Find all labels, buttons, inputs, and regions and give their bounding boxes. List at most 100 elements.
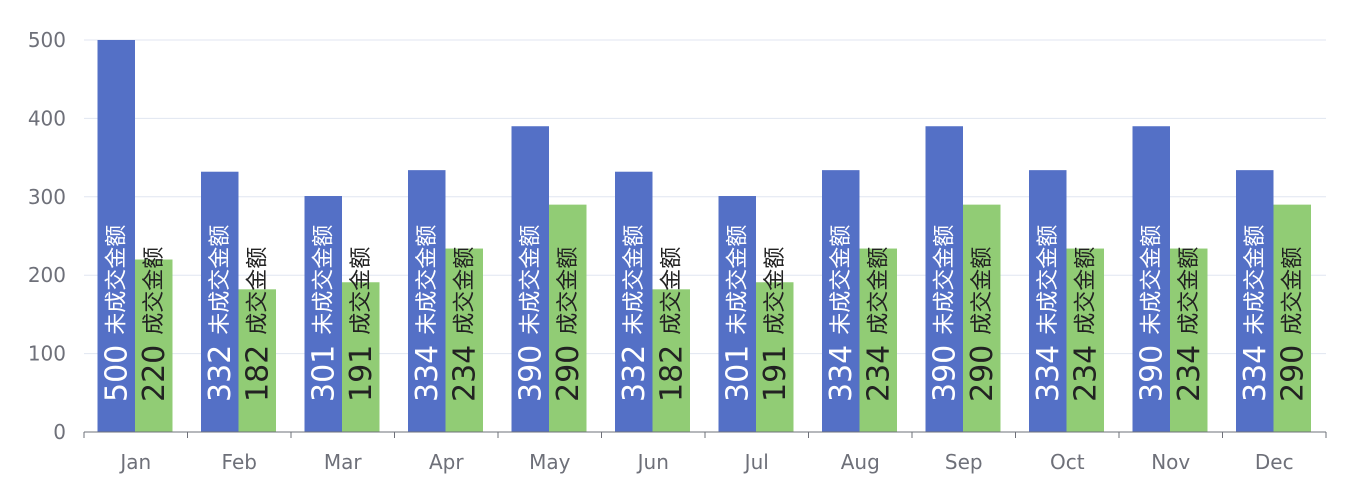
bar-label-unsold-nov: 390 未成交金额 xyxy=(1134,225,1169,402)
x-tick-label-mar: Mar xyxy=(324,450,363,474)
bar-labels: 500 未成交金额 220 成交金额 332 未成交金额 182 成交金额 301 未成交金额 19… xyxy=(99,225,1310,402)
bar-series-name: 成交金额 xyxy=(555,247,580,335)
bar-value: 390 xyxy=(513,345,548,402)
bar-unsold-sep xyxy=(925,126,963,433)
bar-unsold-mar xyxy=(304,196,342,432)
bar-sold-jan xyxy=(135,259,173,432)
y-axis: 0 100 200 300 400 500 xyxy=(28,28,66,444)
bar-label-unsold-dec: 334 未成交金额 xyxy=(1237,225,1272,402)
bar-label-unsold-may: 390 未成交金额 xyxy=(513,225,548,402)
bar-sold-sep xyxy=(963,204,1001,432)
y-tick-label-200: 200 xyxy=(28,263,66,287)
x-tick-label-oct: Oct xyxy=(1050,450,1085,474)
bar-series-name: 未成交金额 xyxy=(1035,225,1060,335)
x-tick-label-jul: Jul xyxy=(743,450,769,474)
bar-sold-oct xyxy=(1066,248,1104,432)
bar-sold-mar xyxy=(342,282,380,432)
bar-series-name: 未成交金额 xyxy=(621,225,646,335)
bar-series-name: 未成交金额 xyxy=(311,225,336,335)
bar-label-sold-sep: 290 成交金额 xyxy=(964,247,999,402)
bar-unsold-jul xyxy=(718,196,756,432)
bar-unsold-dec xyxy=(1236,170,1274,433)
bar-series-name: 成交金额 xyxy=(141,247,166,335)
bar-series-name: 成交金额 xyxy=(969,247,994,335)
bar-sold-aug xyxy=(859,248,897,432)
bar-unsold-aug xyxy=(822,170,860,433)
bar-value: 234 xyxy=(447,345,482,402)
bar-value: 500 xyxy=(99,345,134,402)
bar-label-sold-jan: 220 成交金额 xyxy=(136,247,171,402)
bar-series-name: 成交金额 xyxy=(452,247,477,335)
x-tick-label-may: May xyxy=(529,450,571,474)
bar-sold-jun xyxy=(652,289,690,432)
bar-value: 182 xyxy=(654,345,689,402)
bar-series-name: 未成交金额 xyxy=(104,225,129,335)
bar-series-name: 成交金额 xyxy=(245,247,270,335)
bar-label-sold-aug: 234 成交金额 xyxy=(861,247,896,402)
bar-unsold-jun xyxy=(615,171,653,432)
bar-unsold-apr xyxy=(408,170,446,433)
bar-series-name: 成交金额 xyxy=(1280,247,1305,335)
x-tick-label-dec: Dec xyxy=(1255,450,1294,474)
bar-label-unsold-jul: 301 未成交金额 xyxy=(720,225,755,402)
bar-label-unsold-jan: 500 未成交金额 xyxy=(99,225,134,402)
bar-value: 334 xyxy=(1030,345,1065,402)
y-tick-label-500: 500 xyxy=(28,28,66,52)
bar-series-name: 未成交金额 xyxy=(207,225,232,335)
bar-series-name: 成交金额 xyxy=(1073,247,1098,335)
x-tick-label-jan: Jan xyxy=(118,450,151,474)
x-tick-label-apr: Apr xyxy=(429,450,464,474)
bar-value: 191 xyxy=(757,345,792,402)
y-tick-label-100: 100 xyxy=(28,342,66,366)
bar-label-unsold-mar: 301 未成交金额 xyxy=(306,225,341,402)
bar-label-sold-apr: 234 成交金额 xyxy=(447,247,482,402)
bar-label-unsold-oct: 334 未成交金额 xyxy=(1030,225,1065,402)
bar-value: 334 xyxy=(409,345,444,402)
bar-label-unsold-apr: 334 未成交金额 xyxy=(409,225,444,402)
bar-value: 334 xyxy=(823,345,858,402)
bar-label-unsold-sep: 390 未成交金额 xyxy=(927,225,962,402)
bar-value: 301 xyxy=(306,345,341,402)
bar-series-name: 成交金额 xyxy=(762,247,787,335)
bar-unsold-feb xyxy=(201,171,239,432)
grid-lines xyxy=(84,39,1326,355)
bar-series-name: 成交金额 xyxy=(1176,247,1201,335)
bar-sold-apr xyxy=(445,248,483,432)
bar-value: 332 xyxy=(202,345,237,402)
x-tick-label-aug: Aug xyxy=(841,450,880,474)
bar-series-name: 未成交金额 xyxy=(1242,225,1267,335)
bar-value: 234 xyxy=(1068,345,1103,402)
bar-label-unsold-jun: 332 未成交金额 xyxy=(616,225,651,402)
bar-label-sold-dec: 290 成交金额 xyxy=(1275,247,1310,402)
bar-series-name: 未成交金额 xyxy=(725,225,750,335)
bar-sold-dec xyxy=(1273,204,1311,432)
bar-label-sold-jun: 182 成交金额 xyxy=(654,247,689,402)
bar-value: 301 xyxy=(720,345,755,402)
x-tick-label-feb: Feb xyxy=(222,450,257,474)
bar-value: 290 xyxy=(1275,345,1310,402)
x-tick-label-nov: Nov xyxy=(1151,450,1190,474)
x-tick-label-jun: Jun xyxy=(636,450,669,474)
y-tick-label-400: 400 xyxy=(28,106,66,130)
bar-value: 390 xyxy=(927,345,962,402)
y-tick-label-300: 300 xyxy=(28,185,66,209)
bar-unsold-nov xyxy=(1132,126,1170,433)
bar-value: 290 xyxy=(964,345,999,402)
bar-value: 390 xyxy=(1134,345,1169,402)
bars xyxy=(97,40,1311,433)
bar-value: 182 xyxy=(240,345,275,402)
bar-sold-nov xyxy=(1170,248,1208,432)
bar-series-name: 成交金额 xyxy=(866,247,891,335)
bar-unsold-jan xyxy=(97,40,135,432)
bar-value: 220 xyxy=(136,345,171,402)
bar-series-name: 未成交金额 xyxy=(518,225,543,335)
x-axis: Jan Feb Mar Apr May Jun Jul Aug Sep Oct Nov Dec xyxy=(83,431,1327,474)
bar-sold-may xyxy=(549,204,587,432)
bar-value: 234 xyxy=(1171,345,1206,402)
bar-label-sold-may: 290 成交金额 xyxy=(550,247,585,402)
bar-series-name: 未成交金额 xyxy=(414,225,439,335)
bar-value: 191 xyxy=(343,345,378,402)
bar-unsold-oct xyxy=(1029,170,1067,433)
